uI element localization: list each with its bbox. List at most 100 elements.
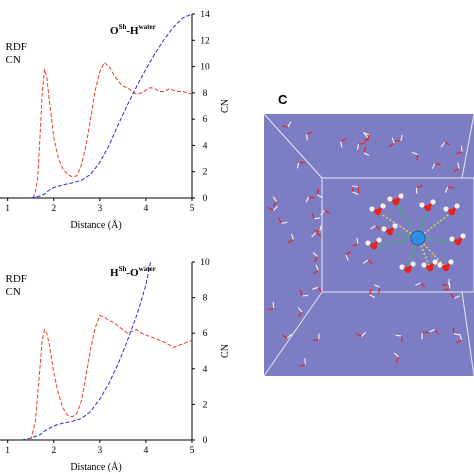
plot-title-top: OSh-Hwater [110, 23, 156, 37]
water-molecule [393, 352, 400, 363]
oxygen-atom [448, 208, 456, 216]
y-axis-label-top: CN [220, 99, 231, 113]
water-molecule [305, 196, 315, 203]
x-tick-label: 4 [144, 446, 149, 456]
y-tick-label: 12 [200, 36, 210, 46]
water-molecule [311, 232, 322, 238]
hydrogen-atom [387, 196, 393, 202]
y-tick-label: 6 [203, 115, 208, 125]
legend-cn-top: _CN [0, 54, 21, 66]
water-molecule [355, 331, 367, 338]
y-tick-label: 8 [203, 294, 208, 304]
y-tick-label: 10 [200, 63, 210, 73]
water-molecule [374, 284, 381, 294]
simulation-box-wireframe [263, 113, 474, 377]
oxygen-atom [370, 242, 378, 250]
x-axis-label-bottom: Distance (Å) [70, 461, 121, 473]
solvation-cluster [365, 193, 466, 274]
x-tick-label: 2 [51, 204, 56, 214]
oxygen-atom [426, 264, 434, 272]
water-molecule [440, 141, 451, 148]
hydrogen-atom [376, 237, 382, 243]
water-molecule [362, 259, 374, 265]
x-tick-label: 5 [190, 446, 195, 456]
water-molecule [305, 131, 313, 141]
oxygen-atom [442, 264, 450, 272]
x-axis-label-top: Distance (Å) [70, 219, 121, 231]
hydrogen-atom [365, 240, 371, 246]
hydrogen-atom [437, 262, 443, 268]
y-axis-label-bottom: CN [220, 344, 231, 358]
water-molecule [363, 131, 370, 141]
water-molecule [394, 134, 403, 142]
hydrogen-atom [460, 233, 466, 239]
water-molecule [368, 288, 376, 299]
y-tick-label: 2 [203, 400, 208, 410]
legend-rdf-bottom: _RDF [0, 273, 27, 285]
hydrogen-atom [399, 264, 405, 270]
water-molecule [282, 121, 292, 128]
hydrogen-atom [380, 203, 386, 209]
water-molecule [450, 293, 460, 299]
water-molecule [320, 209, 331, 216]
water-molecule [453, 162, 460, 172]
x-tick-label: 5 [190, 204, 195, 214]
hydrogen-atom [381, 226, 387, 232]
oxygen-atom [386, 228, 394, 236]
x-tick-label: 1 [5, 204, 10, 214]
y-tick-label: 0 [203, 436, 208, 446]
legend-cn-bottom: _CN [0, 286, 21, 298]
water-molecule [415, 282, 426, 288]
water-molecule [356, 143, 365, 151]
x-tick-label: 2 [51, 446, 56, 456]
rdf-line-top [32, 61, 193, 199]
cn-line-bottom [21, 261, 151, 441]
oxygen-atom [392, 198, 400, 206]
water-molecule [431, 162, 441, 170]
oxygen-atom [374, 208, 382, 216]
oxygen-atom [424, 204, 432, 212]
hydrogen-bond [417, 237, 447, 269]
central-atom [410, 230, 426, 246]
y-tick-label: 4 [203, 141, 208, 151]
hydrogen-atom [421, 262, 427, 268]
plot-title-bottom: HSh-Owater [110, 265, 156, 279]
water-molecule [297, 307, 303, 318]
hydrogen-atom [369, 206, 375, 212]
water-molecule [429, 328, 439, 335]
hydrogen-bond [373, 237, 419, 247]
water-molecule [267, 302, 275, 311]
hydrogen-atom [432, 259, 438, 265]
water-molecule [352, 237, 359, 247]
y-tick-label: 10 [200, 258, 210, 268]
molecular-snapshot-panel: C [263, 92, 474, 377]
hydrogen-atom [419, 202, 425, 208]
water-molecule [443, 282, 451, 291]
hydrogen-atom [392, 223, 398, 229]
water-molecule [278, 217, 288, 225]
y-tick-label: 0 [203, 194, 208, 204]
x-tick-label: 1 [5, 446, 10, 456]
water-molecule [299, 358, 306, 368]
water-molecule [267, 205, 278, 212]
water-molecule [411, 151, 419, 161]
hydrogen-atom [398, 193, 404, 199]
y-tick-label: 14 [200, 10, 210, 20]
water-molecule [316, 188, 323, 199]
water-molecule [421, 331, 429, 340]
water-molecule [313, 225, 322, 232]
hydrogen-atom [454, 203, 460, 209]
legend-rdf-top: _RDF [0, 41, 27, 53]
water-molecule [272, 196, 278, 207]
water-molecule [282, 333, 293, 339]
water-molecule [312, 333, 320, 342]
cn-line-top [30, 13, 193, 199]
panel-letter-c: C [278, 92, 288, 107]
hydrogen-atom [430, 199, 436, 205]
water-molecule [452, 327, 460, 336]
water-molecules [267, 121, 463, 368]
water-molecule [444, 186, 454, 193]
y-tick-label: 4 [203, 365, 208, 375]
water-molecule [311, 213, 321, 220]
